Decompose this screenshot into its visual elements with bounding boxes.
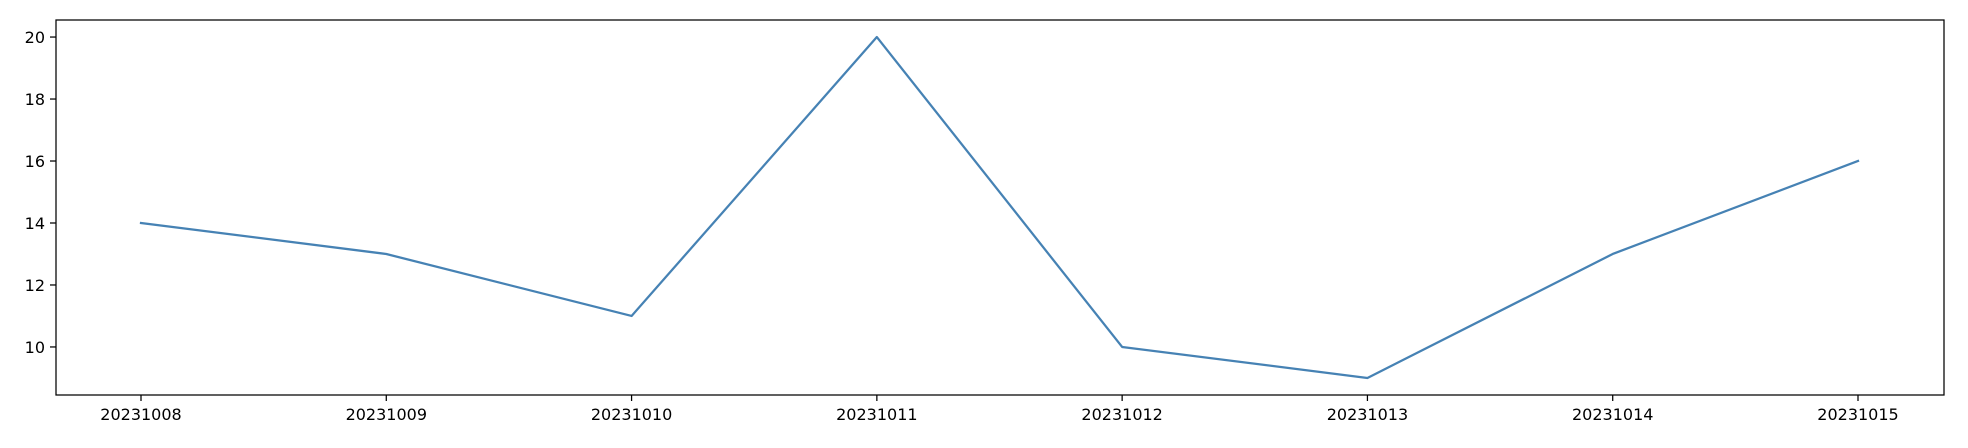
y-tick-label: 12 [25,276,45,295]
plot-frame [55,19,1945,396]
y-axis: 10 12 14 16 18 20 [25,28,56,357]
y-tick-label: 16 [25,152,45,171]
x-tick-label: 20231013 [1327,405,1408,424]
y-tick-label: 14 [25,214,45,233]
x-tick-label: 20231011 [836,405,917,424]
y-tick-label: 20 [25,28,45,47]
y-tick-label: 18 [25,90,45,109]
x-tick-label: 20231015 [1817,405,1898,424]
y-tick-label: 10 [25,338,45,357]
plot-area [56,20,1944,395]
x-tick-label: 20231010 [591,405,672,424]
x-axis: 20231008 20231009 20231010 20231011 20231012… [100,395,1899,424]
series-line [139,35,1860,380]
x-tick-label: 20231012 [1081,405,1162,424]
series-layer [139,35,1860,380]
x-tick-label: 20231009 [346,405,427,424]
x-tick-label: 20231014 [1572,405,1653,424]
x-tick-label: 20231008 [100,405,181,424]
